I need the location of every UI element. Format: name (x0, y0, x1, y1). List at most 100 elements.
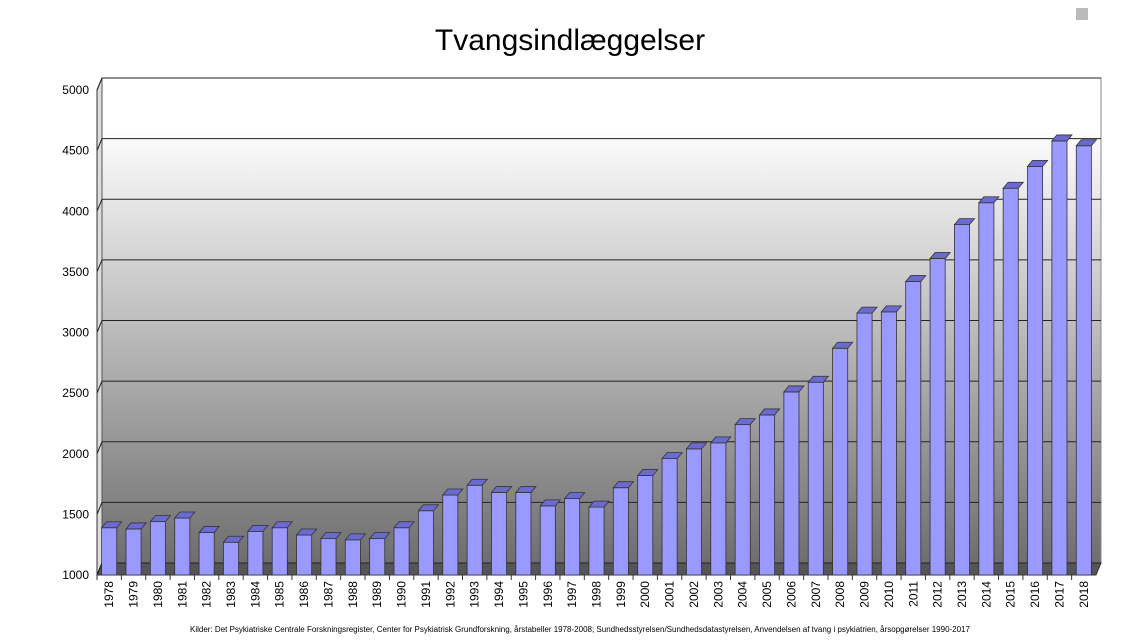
x-tick-label: 2018 (1077, 581, 1091, 608)
bar-front (223, 541, 239, 576)
bar-top (149, 515, 172, 523)
bar-front (710, 442, 727, 576)
bar-front (686, 448, 702, 576)
x-tick-label: 2012 (931, 581, 945, 608)
bar-front (515, 492, 532, 576)
bar-front (149, 521, 166, 576)
y-tick-label: 2000 (62, 447, 89, 461)
x-tick-label: 2015 (1004, 581, 1018, 608)
bar-front (856, 312, 873, 576)
bar (904, 275, 927, 576)
bar (246, 524, 269, 576)
bar (977, 196, 1000, 576)
bar (320, 532, 342, 576)
x-tick-label: 2006 (784, 581, 798, 608)
bar-top (661, 452, 684, 460)
bar-top (563, 492, 586, 500)
bar-front (174, 517, 191, 576)
bar (661, 452, 684, 576)
x-tick-label: 1985 (273, 581, 287, 608)
bar (514, 486, 537, 576)
bar-front (198, 532, 215, 576)
bar (685, 442, 708, 576)
bar-front (588, 506, 605, 576)
x-tick-label: 1995 (516, 581, 530, 608)
bar-front (466, 484, 483, 576)
bar-top (222, 535, 245, 543)
bar (783, 385, 805, 576)
bar (198, 526, 221, 576)
x-tick-label: 2008 (833, 581, 847, 608)
bar (344, 533, 367, 576)
grid-line (96, 138, 1101, 151)
bar-front (491, 492, 507, 576)
x-tick-label: 2002 (687, 581, 701, 608)
bar-top (320, 532, 342, 540)
chart-title: Tvangsindlæggelser (435, 24, 705, 57)
y-tick-label: 2500 (62, 386, 89, 400)
bar-front (271, 527, 288, 576)
bar-top (783, 385, 805, 393)
bar-top (100, 521, 123, 529)
bar (1075, 139, 1098, 576)
y-tick-label: 3000 (62, 326, 89, 340)
bar-top (441, 488, 464, 496)
x-tick-label: 2003 (711, 581, 725, 608)
x-tick-label: 1981 (175, 581, 189, 608)
bar-top (514, 486, 537, 493)
x-tick-label: 1988 (346, 581, 360, 608)
x-tick-label: 1982 (200, 581, 214, 608)
bar (856, 306, 878, 576)
icon[interactable] (1076, 8, 1088, 20)
x-tick-label: 1997 (565, 581, 579, 608)
bar-top (880, 305, 903, 313)
bar-front (637, 475, 654, 576)
bar (222, 535, 245, 576)
x-tick-label: 1992 (443, 581, 457, 608)
bar-front (320, 538, 337, 576)
grid-line (96, 320, 1101, 333)
bar-top (929, 252, 952, 259)
bar-top (709, 436, 732, 444)
bar-front (807, 381, 824, 576)
bar (149, 515, 172, 576)
bar-front (1027, 165, 1044, 576)
bar (758, 408, 781, 576)
x-tick-label: 2004 (736, 581, 750, 608)
bar-front (564, 498, 581, 576)
x-tick-label: 1984 (248, 581, 262, 608)
bar-top (758, 408, 781, 416)
bar (563, 492, 586, 576)
bar-top (295, 528, 318, 536)
x-tick-label: 2013 (955, 581, 969, 608)
bar (880, 305, 903, 576)
bar-front (1051, 140, 1068, 576)
bar-top (1075, 139, 1098, 147)
grid-line (96, 380, 1101, 394)
x-tick-label: 1996 (541, 581, 555, 608)
bar-top (636, 469, 659, 476)
bar (807, 375, 830, 576)
bar-front (369, 538, 386, 576)
bar-front (296, 534, 313, 576)
bar (953, 218, 976, 576)
grid-line (96, 259, 1101, 273)
x-tick-label: 1993 (468, 581, 482, 608)
x-tick-label: 1980 (151, 581, 165, 608)
bar-front (247, 530, 264, 576)
bar-front (417, 510, 434, 576)
bar (295, 528, 318, 576)
x-tick-label: 2014 (979, 581, 993, 608)
bar (271, 521, 294, 576)
x-tick-label: 1994 (492, 581, 506, 608)
bar-top (831, 341, 854, 349)
bar-top (904, 275, 927, 282)
bar-front (759, 414, 776, 576)
bar-top (368, 532, 391, 540)
bar-front (1075, 145, 1092, 576)
bar-top (612, 481, 635, 489)
bar-front (905, 281, 922, 576)
bar-front (101, 527, 118, 576)
x-tick-label: 1990 (395, 581, 409, 608)
